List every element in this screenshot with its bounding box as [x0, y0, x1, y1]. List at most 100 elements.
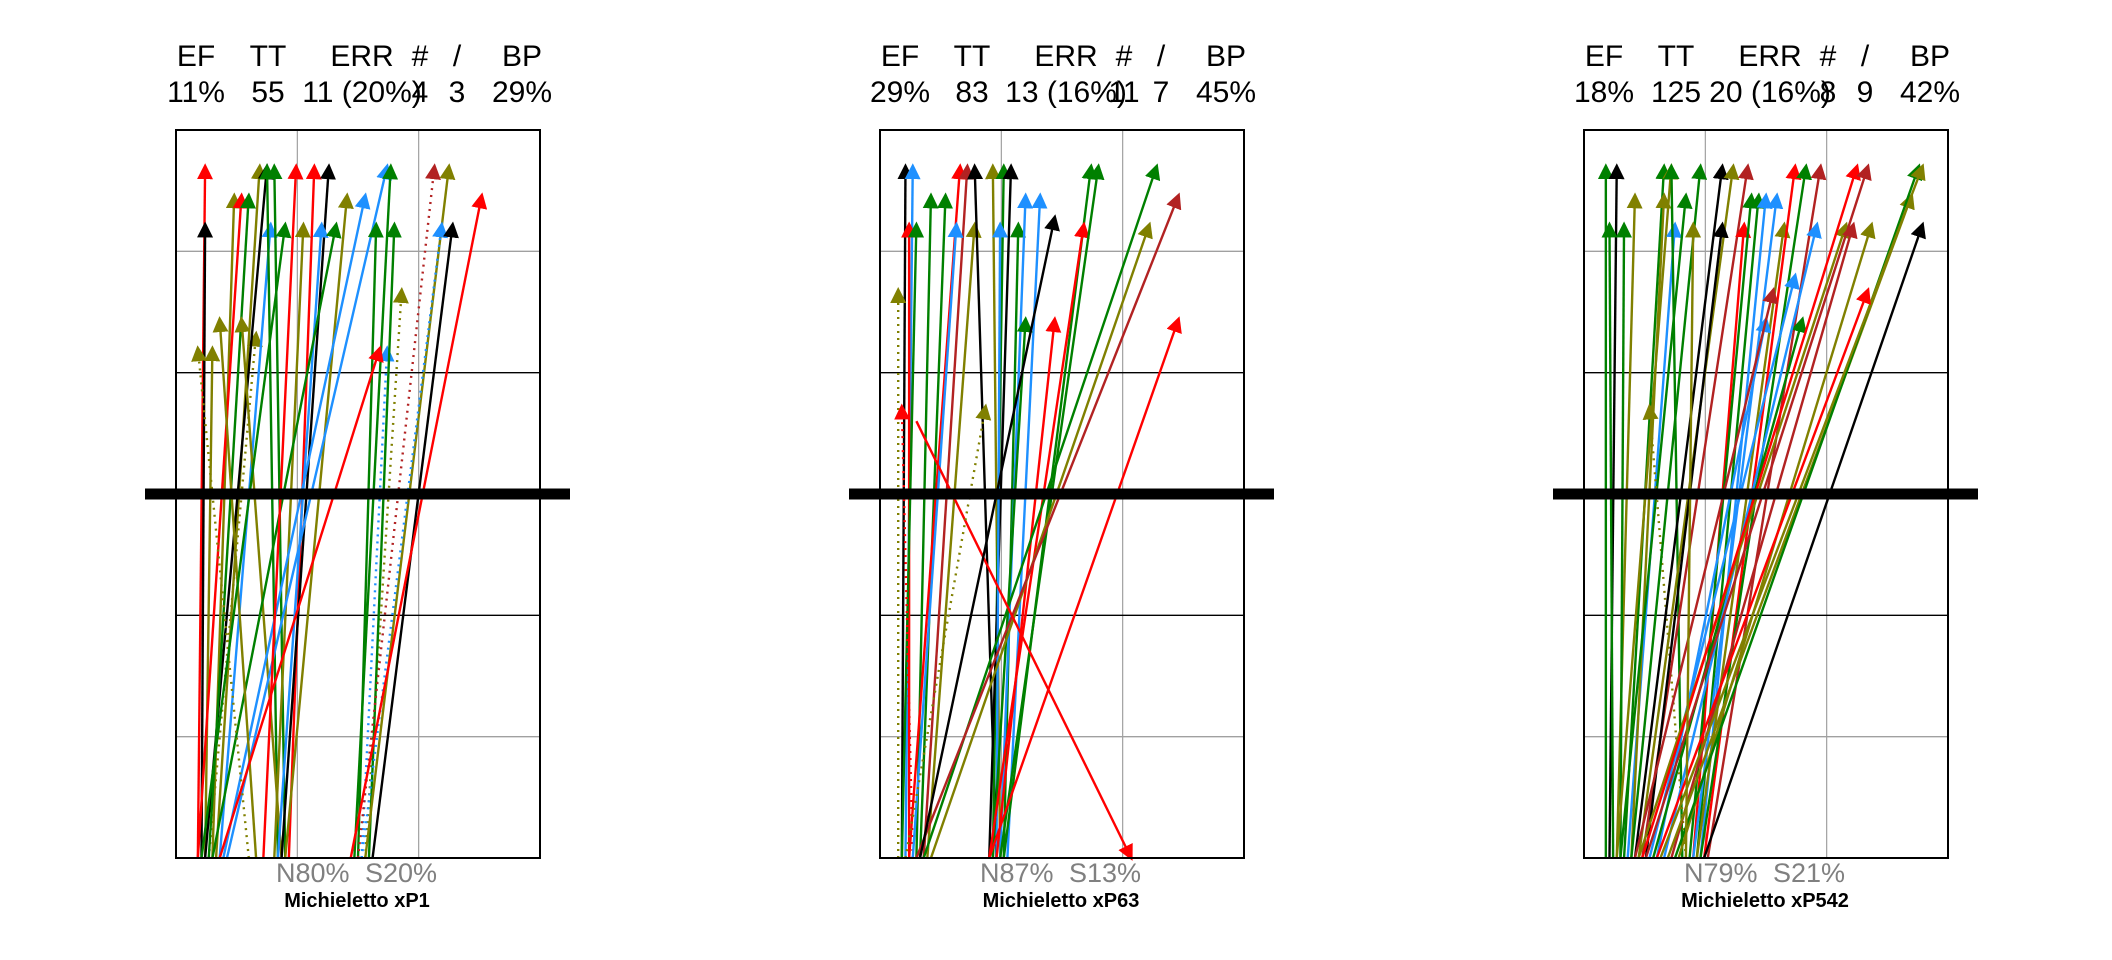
player-name: Michieletto xP542: [1681, 890, 1849, 912]
trajectory-plot: [145, 129, 570, 859]
trajectory-arrow: [1615, 163, 1679, 859]
stat-value-ef: 11%: [167, 76, 225, 109]
trajectory-arrow: [1637, 163, 1740, 859]
stat-label-num: #: [411, 40, 429, 73]
stat-value-err: 20 (16%): [1709, 76, 1831, 109]
zone-split-north: N79%: [1684, 858, 1758, 888]
stat-value-err: 13 (16%): [1005, 76, 1127, 109]
trajectory-arrow: [1619, 192, 1693, 859]
stat-label-err: ERR: [1034, 40, 1098, 73]
player-panel-xP63: EF 29% TT 83 ERR 13 (16%) #11 /7 BP 45% N87% S13% Mi…: [704, 0, 1408, 960]
trajectory-arrow: [988, 316, 1182, 859]
player-panel-xP542: EF 18% TT 125 ERR 20 (16%) #8 /9 BP 42% N79% S21% Mi…: [1408, 0, 2112, 960]
trajectory-arrow: [360, 221, 449, 859]
zone-split-north: N80%: [276, 858, 350, 888]
player-name: Michieletto xP1: [284, 890, 430, 912]
trajectory-arrow: [900, 221, 925, 859]
stat-label-slash: /: [1156, 40, 1166, 73]
trajectory-arrow: [1706, 163, 1827, 859]
trajectory-arrow: [1633, 287, 1779, 859]
trajectory-arrow: [988, 221, 1090, 859]
stat-label-tt: TT: [249, 40, 287, 73]
stat-label-tt: TT: [1657, 40, 1695, 73]
trajectory-arrow: [225, 163, 393, 859]
stat-value-tt: 55: [251, 76, 285, 109]
trajectory-arrow: [1002, 163, 1098, 859]
stat-value-num: 8: [1819, 76, 1837, 109]
stat-label-ef: EF: [880, 40, 920, 73]
trajectory-arrow: [988, 163, 1019, 859]
stat-value-slash: 9: [1856, 76, 1874, 109]
trajectory-arrow: [1006, 192, 1048, 859]
trajectory-arrow: [1688, 192, 1759, 859]
trajectory-arrow: [367, 221, 402, 859]
trajectory-arrow: [918, 214, 1060, 859]
stat-value-num: 11: [1108, 76, 1140, 109]
stat-value-bp: 45%: [1195, 76, 1257, 109]
trajectory-arrow: [349, 192, 488, 859]
stat-label-bp: BP: [1205, 40, 1247, 73]
trajectory-arrow: [203, 345, 221, 859]
trajectory-arrow: [1601, 221, 1618, 859]
trajectory-arrow: [360, 345, 395, 859]
trajectory-arrow: [280, 163, 336, 859]
trajectory-arrow: [1637, 221, 1850, 859]
trajectory-arrow: [991, 316, 1033, 859]
stat-label-slash: /: [1860, 40, 1870, 73]
trajectory-arrow: [915, 192, 939, 859]
stat-value-ef: 18%: [1573, 76, 1635, 109]
stat-value-err: 11 (20%): [302, 76, 422, 109]
trajectory-arrow: [364, 163, 456, 859]
player-panel-xP1: EF 11% TT 55 ERR 11 (20%) #4 /3 BP 29% N80% S20% Mic…: [0, 0, 704, 960]
trajectory-arrow: [894, 403, 914, 859]
stat-value-num: 4: [411, 76, 429, 109]
trajectory-arrow: [1630, 163, 1708, 859]
stat-label-tt: TT: [953, 40, 991, 73]
trajectory-arrow: [211, 221, 342, 859]
trajectory-arrow: [1630, 192, 1672, 859]
trajectory-arrow: [897, 163, 914, 859]
trajectory-arrow: [196, 192, 249, 859]
stat-label-bp: BP: [501, 40, 543, 73]
trajectory-arrow: [1666, 192, 1915, 859]
trajectory-arrow: [222, 192, 371, 859]
trajectory-plot: [1553, 129, 1978, 859]
stat-value-bp: 29%: [491, 76, 553, 109]
trajectory-arrow: [915, 420, 1133, 861]
trajectory-arrow: [1608, 163, 1625, 859]
trajectory-arrow: [1644, 163, 1872, 859]
trajectory-arrow: [911, 221, 964, 859]
trajectory-arrow: [284, 192, 354, 859]
trajectory-arrow: [1648, 272, 1800, 859]
trajectory-arrow: [356, 163, 441, 859]
stat-label-err: ERR: [1738, 40, 1802, 73]
trajectory-arrow: [218, 345, 384, 859]
zone-split-south: S13%: [1069, 858, 1142, 888]
trajectory-arrow: [992, 221, 1009, 859]
trajectory-arrow: [1684, 221, 1702, 859]
stat-label-ef: EF: [1584, 40, 1624, 73]
trajectory-arrow: [922, 163, 975, 859]
trajectory-arrow: [200, 221, 292, 859]
trajectory-arrow: [995, 316, 1062, 859]
player-name: Michieletto xP63: [982, 890, 1140, 912]
trajectory-arrow: [273, 221, 311, 859]
stat-label-slash: /: [452, 40, 462, 73]
zone-split-south: S20%: [365, 858, 438, 888]
zone-split-south: S21%: [1773, 858, 1846, 888]
stat-label-ef: EF: [176, 40, 216, 73]
stat-label-bp: BP: [1909, 40, 1951, 73]
stat-label-num: #: [1819, 40, 1837, 73]
trajectory-arrow: [259, 163, 280, 859]
stat-value-slash: 3: [448, 76, 466, 109]
zone-split-north: N87%: [980, 858, 1054, 888]
stat-value-slash: 7: [1152, 76, 1170, 109]
trajectory-arrow: [1615, 192, 1643, 859]
trajectory-arrow: [262, 163, 304, 859]
trajectory-arrow: [218, 221, 278, 859]
trajectory-arrow: [926, 221, 982, 859]
trajectory-arrow: [234, 316, 283, 859]
trajectory-arrow: [197, 221, 214, 859]
stat-value-ef: 29%: [869, 76, 931, 109]
trajectory-plot: [849, 129, 1274, 861]
